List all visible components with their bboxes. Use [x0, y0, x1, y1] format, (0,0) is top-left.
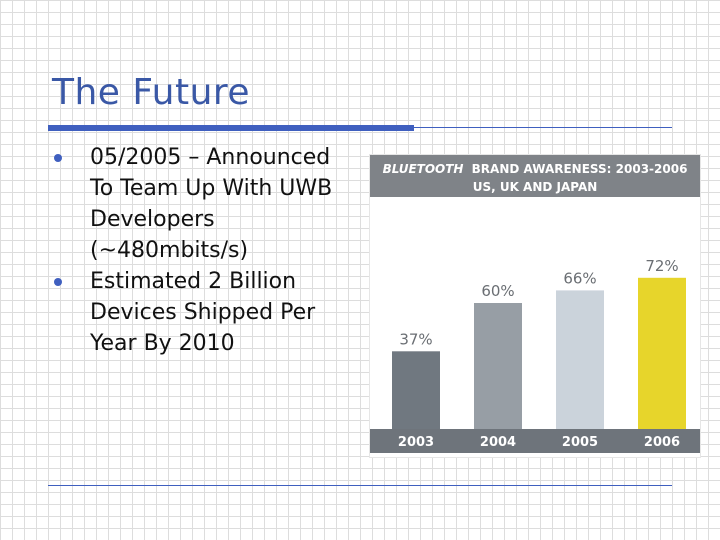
value-label-2004: 60%: [481, 282, 514, 300]
bar-2004: [474, 303, 522, 429]
bullet-dot-icon: [54, 278, 62, 286]
title-underline-thin: [414, 127, 672, 128]
x-tick-labels: 2003 2004 2005 2006: [398, 435, 680, 450]
value-label-2005: 66%: [563, 269, 596, 287]
title-underline-thick: [48, 125, 414, 131]
chart-title-rest: BRAND AWARENESS: 2003-2006: [472, 162, 688, 176]
chart-title-brand: BLUETOOTH: [383, 162, 464, 176]
chart-title: BLUETOOTH BRAND AWARENESS: 2003-2006: [383, 162, 688, 176]
bar-2006: [638, 277, 686, 429]
brand-awareness-chart: BLUETOOTH BRAND AWARENESS: 2003-2006 US,…: [369, 154, 701, 458]
bars-layer: 37% 60% 66% 72%: [392, 257, 686, 429]
x-tick-2005: 2005: [562, 435, 598, 450]
bullet-dot-icon: [54, 154, 62, 162]
footer-rule: [48, 485, 672, 486]
x-tick-2006: 2006: [644, 435, 680, 450]
bullet-text: 05/2005 – Announced To Team Up With UWB …: [90, 145, 333, 263]
bullet-text: Estimated 2 Billion Devices Shipped Per …: [90, 269, 316, 356]
chart-canvas: BLUETOOTH BRAND AWARENESS: 2003-2006 US,…: [370, 155, 700, 453]
x-axis-band: [370, 429, 700, 453]
bar-2005: [556, 290, 604, 429]
x-tick-2004: 2004: [480, 435, 516, 450]
bullet-item: Estimated 2 Billion Devices Shipped Per …: [54, 266, 354, 359]
x-tick-2003: 2003: [398, 435, 434, 450]
bullet-list: 05/2005 – Announced To Team Up With UWB …: [54, 142, 354, 359]
slide-title: The Future: [52, 72, 251, 113]
value-label-2006: 72%: [645, 257, 678, 275]
value-label-2003: 37%: [399, 330, 432, 348]
chart-header-band: [370, 155, 700, 197]
bullet-item: 05/2005 – Announced To Team Up With UWB …: [54, 142, 354, 266]
bar-2003: [392, 351, 440, 429]
chart-subtitle: US, UK AND JAPAN: [473, 180, 598, 194]
